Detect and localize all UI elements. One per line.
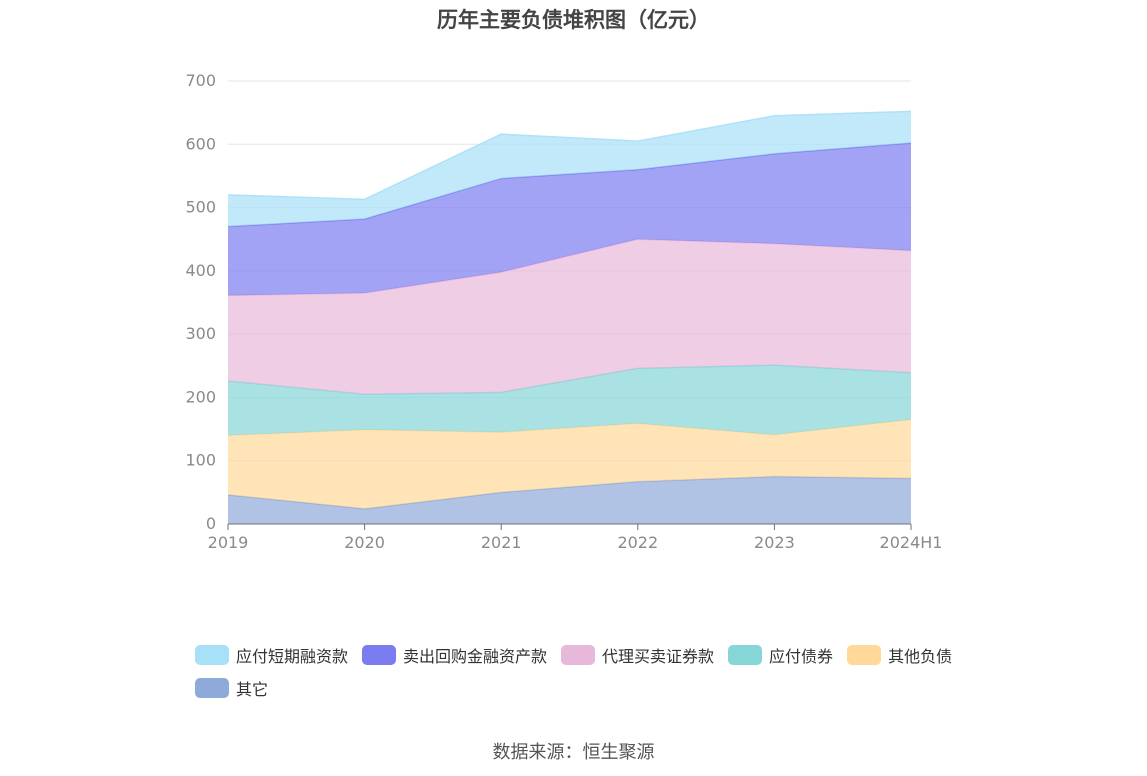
legend-item[interactable]: 代理买卖证券款: [561, 638, 714, 671]
y-tick-label: 100: [185, 451, 216, 470]
area-series: [228, 476, 911, 524]
y-tick-label: 600: [185, 134, 216, 153]
y-tick-label: 300: [185, 324, 216, 343]
x-tick-label: 2020: [344, 533, 385, 552]
x-tick-label: 2024H1: [880, 533, 943, 552]
x-tick-label: 2023: [754, 533, 795, 552]
legend-label: 代理买卖证券款: [602, 646, 715, 666]
y-tick-label: 200: [185, 387, 216, 406]
legend: 应付短期融资款 卖出回购金融资产款 代理买卖证券款 应付债券 其他负债其它: [195, 638, 995, 704]
legend-item[interactable]: 卖出回购金融资产款: [362, 638, 547, 671]
legend-label: 应付短期融资款: [236, 646, 349, 666]
y-tick-label: 0: [206, 514, 216, 533]
x-tick-label: 2019: [208, 533, 249, 552]
area-series: [228, 365, 911, 436]
legend-label: 其它: [236, 679, 269, 699]
legend-label: 卖出回购金融资产款: [403, 646, 548, 666]
legend-swatch: [561, 644, 596, 665]
y-tick-label: 400: [185, 261, 216, 280]
x-tick-label: 2021: [481, 533, 522, 552]
legend-item[interactable]: 应付短期融资款: [195, 638, 348, 671]
legend-item[interactable]: 应付债券: [728, 638, 833, 671]
legend-label: 应付债券: [769, 646, 834, 666]
series-line: [227, 110, 912, 201]
chart-title: 历年主要负债堆积图（亿元）: [437, 8, 710, 32]
x-tick-label: 2022: [617, 533, 658, 552]
legend-swatch: [847, 644, 882, 665]
legend-label: 其他负债: [888, 646, 953, 666]
stacked-area-chart: 0 100 200 300 400 500 600 700 2019 2020 2021 2022 20…: [185, 71, 943, 552]
area-series: [228, 239, 911, 395]
area-series: [228, 419, 911, 509]
area-series: [228, 111, 911, 227]
area-series: [228, 143, 911, 296]
y-tick-label: 500: [185, 198, 216, 217]
y-tick-label: 700: [185, 71, 216, 90]
legend-swatch: [195, 677, 229, 698]
legend-swatch: [195, 644, 229, 665]
legend-swatch: [728, 644, 763, 665]
legend-swatch: [362, 644, 397, 665]
source-note: 数据来源：恒生聚源: [492, 742, 655, 763]
legend-item[interactable]: 其它: [195, 671, 268, 704]
legend-item[interactable]: 其他负债: [847, 638, 952, 671]
